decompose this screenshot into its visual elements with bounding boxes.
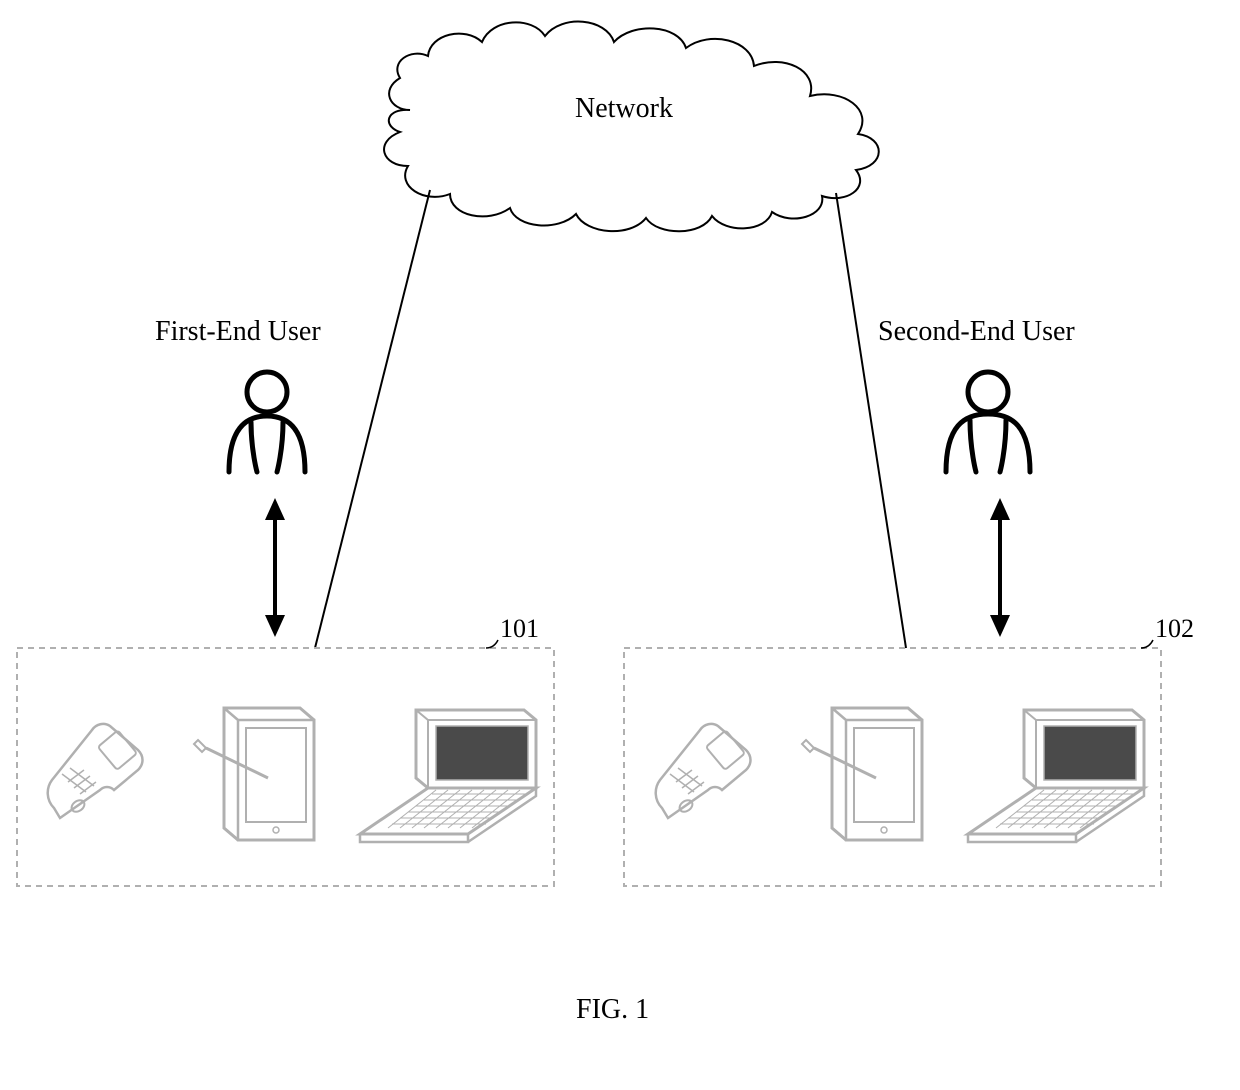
flip-phone-icon-1 <box>48 724 143 818</box>
cone-right-line <box>836 193 906 648</box>
tablet-icon-2 <box>802 708 922 840</box>
diagram-canvas: Network First-End User Second-End User 1… <box>0 0 1240 1085</box>
network-cloud-icon <box>384 22 879 232</box>
second-user-icon <box>946 372 1030 472</box>
ref-101-leader <box>486 640 498 648</box>
flip-phone-icon-2 <box>656 724 751 818</box>
ref-102-leader <box>1141 640 1153 648</box>
ref-101-label: 101 <box>500 614 539 644</box>
arrow-user2-to-devices <box>990 498 1010 637</box>
laptop-icon-1 <box>360 710 536 842</box>
cone-left-line <box>315 190 430 648</box>
laptop-icon-2 <box>968 710 1144 842</box>
arrow-user1-to-devices <box>265 498 285 637</box>
network-label: Network <box>575 93 673 125</box>
second-user-label: Second-End User <box>878 316 1075 348</box>
first-user-label: First-End User <box>155 316 321 348</box>
tablet-icon-1 <box>194 708 314 840</box>
diagram-svg <box>0 0 1240 1085</box>
figure-label: FIG. 1 <box>576 994 649 1026</box>
ref-102-label: 102 <box>1155 614 1194 644</box>
first-user-icon <box>229 372 305 472</box>
